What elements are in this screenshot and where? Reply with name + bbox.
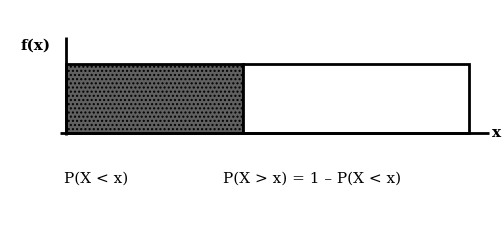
Bar <box>66 64 243 133</box>
Text: x: x <box>492 126 501 140</box>
Text: P(X > x) = 1 – P(X < x): P(X > x) = 1 – P(X < x) <box>223 172 402 186</box>
Bar <box>243 64 469 133</box>
Text: f(x): f(x) <box>20 39 50 53</box>
Text: P(X < x): P(X < x) <box>64 172 128 186</box>
